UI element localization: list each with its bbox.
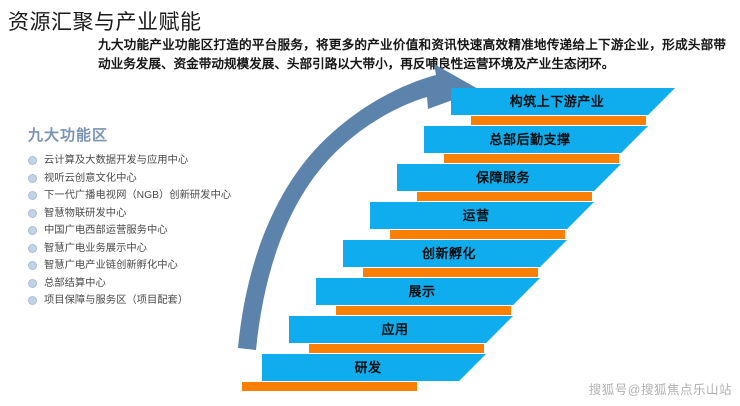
sidebar-item-label: 智慧物联研发中心	[44, 207, 127, 219]
step-plate: 研发	[262, 354, 486, 381]
sidebar-item-western-operations[interactable]: 中国广电西部运营服务中心	[28, 224, 233, 237]
sidebar-item-hq-settlement[interactable]: 总部结算中心	[28, 277, 233, 290]
sidebar-item-project-support[interactable]: 项目保障与服务区（项目配套）	[28, 294, 233, 307]
sidebar-item-business-showcase[interactable]: 智慧广电业务展示中心	[28, 242, 233, 255]
sidebar-item-label: 云计算及大数据开发与应用中心	[44, 155, 189, 166]
bullet-icon	[28, 226, 37, 235]
sidebar-item-av-cloud-culture[interactable]: 视听云创意文化中心	[28, 172, 233, 185]
bullet-icon	[28, 191, 37, 200]
sidebar-item-label: 智慧广电业务展示中心	[44, 242, 147, 254]
bullet-icon	[28, 278, 37, 288]
page-title: 资源汇聚与产业赋能	[8, 11, 202, 34]
sidebar-item-label: 下一代广播电视网（NGB）创新研发中心	[44, 190, 232, 201]
functional-zones-sidebar: 九大功能区 云计算及大数据开发与应用中心 视听云创意文化中心 下一代广播电视网（…	[28, 124, 233, 312]
sidebar-item-label: 项目保障与服务区（项目配套）	[44, 295, 189, 306]
sidebar-item-label: 智慧广电产业链创新孵化中心	[44, 260, 178, 271]
sidebar-item-ngb-rnd[interactable]: 下一代广播电视网（NGB）创新研发中心	[28, 189, 233, 202]
step-label: 构筑上下游产业	[509, 94, 605, 109]
step-riser	[471, 116, 646, 125]
sidebar-item-label: 中国广电西部运营服务中心	[44, 225, 168, 236]
sidebar-item-label: 视听云创意文化中心	[44, 172, 137, 184]
sidebar-item-cloud-bigdata[interactable]: 云计算及大数据开发与应用中心	[28, 154, 233, 167]
step-riser	[242, 382, 417, 391]
arrow-shape	[238, 64, 480, 350]
sidebar-heading: 九大功能区	[28, 127, 109, 144]
step-label: 总部后勤支撑	[489, 132, 571, 147]
bullet-icon	[28, 243, 37, 253]
bullet-icon	[28, 208, 37, 218]
step-label: 研发	[354, 360, 382, 375]
sidebar-item-iot-rnd[interactable]: 智慧物联研发中心	[28, 207, 233, 220]
bullet-icon	[28, 173, 37, 183]
bullet-icon	[28, 296, 37, 305]
intro-description: 九大功能产业功能区打造的平台服务，将更多的产业价值和资讯快速高效精准地传递给上下…	[98, 38, 726, 71]
watermark: 搜狐号@搜狐焦点乐山站	[588, 383, 732, 397]
upward-growth-arrow	[238, 64, 480, 350]
bullet-icon	[28, 156, 37, 165]
sidebar-item-industry-incubation[interactable]: 智慧广电产业链创新孵化中心	[28, 259, 233, 272]
sidebar-item-label: 总部结算中心	[44, 277, 106, 289]
bullet-icon	[28, 261, 37, 270]
